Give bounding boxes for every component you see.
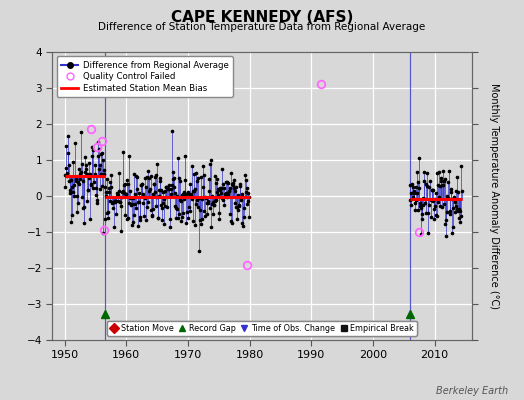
Text: Difference of Station Temperature Data from Regional Average: Difference of Station Temperature Data f… <box>99 22 425 32</box>
Legend: Station Move, Record Gap, Time of Obs. Change, Empirical Break: Station Move, Record Gap, Time of Obs. C… <box>107 320 417 336</box>
Text: Berkeley Earth: Berkeley Earth <box>436 386 508 396</box>
Text: CAPE KENNEDY (AFS): CAPE KENNEDY (AFS) <box>171 10 353 25</box>
Y-axis label: Monthly Temperature Anomaly Difference (°C): Monthly Temperature Anomaly Difference (… <box>489 83 499 309</box>
